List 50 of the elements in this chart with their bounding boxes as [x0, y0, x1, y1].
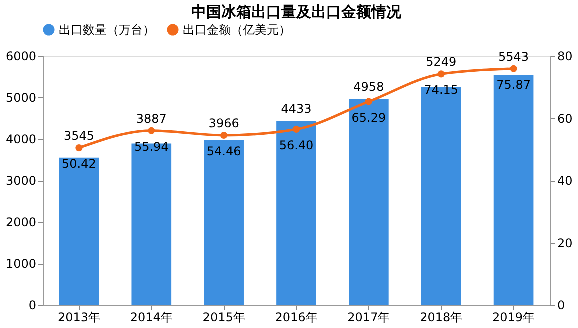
x-tick-label: 2013年	[58, 310, 100, 324]
bar	[421, 87, 462, 305]
bar	[494, 74, 534, 305]
y-tick-label: 4000	[6, 132, 36, 146]
bar	[59, 158, 100, 305]
x-tick-label: 2019年	[492, 310, 536, 324]
point	[438, 70, 445, 78]
y2-tick-label: 0	[558, 298, 566, 312]
y2-tick-label: 20	[558, 236, 573, 250]
point	[148, 127, 156, 134]
point	[76, 144, 83, 152]
data-label: 4433	[281, 102, 312, 116]
data-label: 65.29	[352, 110, 386, 125]
x-tick-label: 2014年	[130, 310, 173, 324]
y-tick-label: 5000	[6, 91, 36, 105]
legend-label: 出口金额（亿美元）	[183, 23, 291, 37]
data-label: 3887	[136, 112, 167, 126]
data-label: 55.94	[134, 140, 169, 154]
x-tick-label: 2016年	[275, 310, 318, 324]
data-label: 5249	[426, 55, 457, 70]
data-label: 56.40	[279, 138, 314, 152]
x-tick-label: 2015年	[202, 310, 246, 324]
bar	[204, 140, 244, 305]
y2-tick-label: 80	[558, 50, 573, 64]
chart-title: 中国冰箱出口量及出口金额情况	[192, 3, 402, 21]
point	[365, 98, 372, 106]
data-label: 50.42	[62, 157, 96, 172]
x-tick-label: 2018年	[420, 310, 463, 324]
bar	[349, 99, 389, 305]
y-tick-label: 1000	[6, 257, 36, 271]
y2-tick-label: 40	[558, 174, 573, 188]
data-label: 4958	[354, 80, 384, 94]
y-tick-label: 0	[28, 298, 36, 312]
y-tick-label: 3000	[6, 174, 36, 188]
y-tick-label: 6000	[6, 50, 36, 64]
point	[292, 126, 300, 133]
legend-label: 出口数量（万台）	[59, 23, 155, 37]
x-tick-label: 2017年	[348, 310, 390, 324]
data-label: 3545	[64, 129, 94, 144]
point	[510, 65, 518, 72]
y2-tick-label: 60	[558, 112, 573, 126]
data-label: 3966	[208, 116, 240, 130]
y-tick-label: 2000	[6, 216, 36, 230]
data-label: 5543	[498, 50, 530, 64]
bar	[276, 121, 316, 305]
data-label: 75.87	[496, 78, 531, 92]
point	[220, 132, 228, 140]
data-label: 54.46	[206, 144, 242, 158]
data-label: 74.15	[424, 83, 459, 98]
bar	[132, 144, 172, 305]
